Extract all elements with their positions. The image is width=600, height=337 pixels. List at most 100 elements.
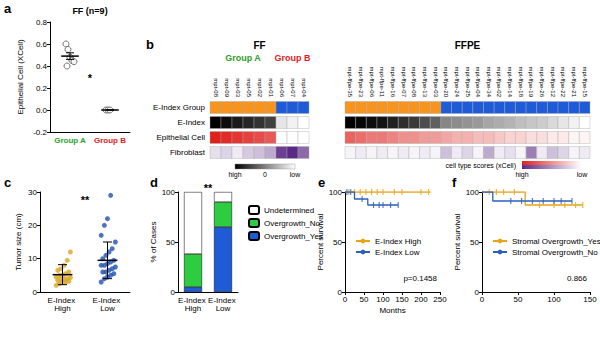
svg-text:Low: Low <box>216 304 231 313</box>
svg-text:0.4: 0.4 <box>36 62 48 71</box>
svg-text:Undetermined: Undetermined <box>264 206 314 215</box>
svg-text:mpt-04: mpt-04 <box>301 78 307 97</box>
svg-text:mpt-ffpe-13: mpt-ffpe-13 <box>422 66 428 97</box>
svg-text:b: b <box>146 37 154 52</box>
svg-text:100: 100 <box>329 188 343 197</box>
svg-text:low: low <box>290 171 301 178</box>
svg-text:mpt-05: mpt-05 <box>246 78 252 97</box>
svg-text:0.866: 0.866 <box>567 274 588 283</box>
svg-text:% of Cases: % of Cases <box>149 222 158 263</box>
svg-text:mpt-ffpe-06: mpt-ffpe-06 <box>369 66 375 97</box>
svg-text:mpt-ffpe-26: mpt-ffpe-26 <box>539 66 545 97</box>
svg-text:Overgrowth_Yes: Overgrowth_Yes <box>264 232 323 241</box>
svg-text:E-Index Group: E-Index Group <box>153 103 206 112</box>
svg-text:Low: Low <box>100 304 115 313</box>
svg-text:*: * <box>88 72 93 84</box>
svg-text:mpt-03: mpt-03 <box>235 78 241 97</box>
svg-text:mpt-ffpe-12: mpt-ffpe-12 <box>550 66 556 97</box>
svg-text:0.2: 0.2 <box>36 84 48 93</box>
svg-text:E-Index High: E-Index High <box>375 237 421 246</box>
svg-text:50: 50 <box>166 238 175 247</box>
svg-text:mpt-06: mpt-06 <box>279 78 285 97</box>
svg-text:mpt-ffpe-03: mpt-ffpe-03 <box>433 66 439 97</box>
svg-text:mpt-08: mpt-08 <box>213 78 219 97</box>
svg-text:**: ** <box>81 194 90 206</box>
svg-text:mpt-ffpe-24: mpt-ffpe-24 <box>454 66 460 97</box>
svg-text:0.6: 0.6 <box>36 40 48 49</box>
svg-text:mpt-ffpe-08: mpt-ffpe-08 <box>411 66 417 97</box>
svg-text:50: 50 <box>514 295 523 304</box>
svg-text:0: 0 <box>263 171 267 178</box>
svg-text:20: 20 <box>28 221 37 230</box>
svg-text:10: 10 <box>28 254 37 263</box>
svg-text:150: 150 <box>583 295 597 304</box>
svg-text:**: ** <box>204 182 213 194</box>
svg-text:mpt-ffpe-22: mpt-ffpe-22 <box>560 66 566 97</box>
svg-text:mpt-ffpe-07: mpt-ffpe-07 <box>401 66 407 97</box>
svg-text:Group A: Group A <box>225 53 261 63</box>
svg-text:mpt-ffpe-02: mpt-ffpe-02 <box>496 66 502 97</box>
svg-text:100: 100 <box>376 295 390 304</box>
svg-text:d: d <box>150 175 158 190</box>
svg-text:mpt-ffpe-18: mpt-ffpe-18 <box>518 66 524 97</box>
svg-text:mpt-ffpe-35: mpt-ffpe-35 <box>347 66 353 97</box>
svg-text:High: High <box>185 304 201 313</box>
svg-text:mpt-02: mpt-02 <box>257 78 263 97</box>
svg-text:Group B: Group B <box>275 53 311 63</box>
svg-text:High: High <box>54 304 70 313</box>
svg-text:mpt-ffpe-04: mpt-ffpe-04 <box>475 66 481 97</box>
svg-text:high: high <box>228 171 241 179</box>
svg-text:mpt-ffpe-14: mpt-ffpe-14 <box>507 66 513 97</box>
svg-text:mpt-ffpe-21: mpt-ffpe-21 <box>571 66 577 97</box>
svg-text:0: 0 <box>171 288 176 297</box>
svg-text:Stromal Overgrowth_No: Stromal Overgrowth_No <box>512 248 598 257</box>
svg-text:150: 150 <box>395 295 409 304</box>
svg-text:250: 250 <box>433 295 447 304</box>
svg-text:mpt-01: mpt-01 <box>268 78 274 97</box>
svg-text:FFPE: FFPE <box>455 40 481 51</box>
svg-text:Epithelial Cell: Epithelial Cell <box>157 133 206 142</box>
svg-text:100: 100 <box>547 295 561 304</box>
svg-text:Stromal Overgrowth_Yes: Stromal Overgrowth_Yes <box>512 237 600 246</box>
svg-text:low: low <box>577 171 588 178</box>
svg-text:e: e <box>318 175 325 190</box>
svg-text:f: f <box>452 175 457 190</box>
svg-text:Months: Months <box>379 306 405 315</box>
svg-text:0.8: 0.8 <box>36 18 48 27</box>
svg-text:mpt-ffpe-34: mpt-ffpe-34 <box>486 66 492 97</box>
svg-text:mpt-ffpe-20: mpt-ffpe-20 <box>443 66 449 97</box>
svg-text:mpt-ffpe-19: mpt-ffpe-19 <box>528 66 534 97</box>
svg-text:c: c <box>4 175 11 190</box>
svg-text:200: 200 <box>414 295 428 304</box>
svg-text:mpt-07: mpt-07 <box>290 78 296 97</box>
svg-text:50: 50 <box>360 295 369 304</box>
svg-text:cell type scores (xCell): cell type scores (xCell) <box>446 162 516 170</box>
svg-text:mpt-ffpe-16: mpt-ffpe-16 <box>390 66 396 97</box>
svg-text:100: 100 <box>466 188 480 197</box>
svg-text:30: 30 <box>28 188 37 197</box>
svg-text:100: 100 <box>162 188 176 197</box>
svg-text:mpt-09: mpt-09 <box>224 78 230 97</box>
svg-text:Group A: Group A <box>54 136 86 145</box>
svg-text:50: 50 <box>470 238 479 247</box>
svg-text:0: 0 <box>343 295 348 304</box>
svg-text:0.0: 0.0 <box>36 106 48 115</box>
svg-text:50: 50 <box>333 238 342 247</box>
svg-text:Tumor size (cm): Tumor size (cm) <box>14 213 23 271</box>
svg-text:E-Index: E-Index <box>177 118 205 127</box>
svg-text:high: high <box>515 171 528 179</box>
svg-text:p=0.1458: p=0.1458 <box>403 274 437 283</box>
svg-text:mpt-ffpe-25: mpt-ffpe-25 <box>465 66 471 97</box>
svg-text:Percent survival: Percent survival <box>453 213 462 270</box>
svg-text:mpt-ffpe-23: mpt-ffpe-23 <box>358 66 364 97</box>
svg-text:Fibroblast: Fibroblast <box>170 148 206 157</box>
svg-text:-0.2: -0.2 <box>33 128 47 137</box>
svg-text:0: 0 <box>33 288 38 297</box>
svg-text:a: a <box>4 1 12 16</box>
svg-text:mpt-ffpe-15: mpt-ffpe-15 <box>582 66 588 97</box>
svg-text:Group B: Group B <box>94 136 126 145</box>
svg-text:0: 0 <box>480 295 485 304</box>
svg-text:mpt-ffpe-11: mpt-ffpe-11 <box>379 67 385 98</box>
svg-text:FF (n=9): FF (n=9) <box>72 6 107 16</box>
svg-text:E-Index Low: E-Index Low <box>375 248 420 257</box>
